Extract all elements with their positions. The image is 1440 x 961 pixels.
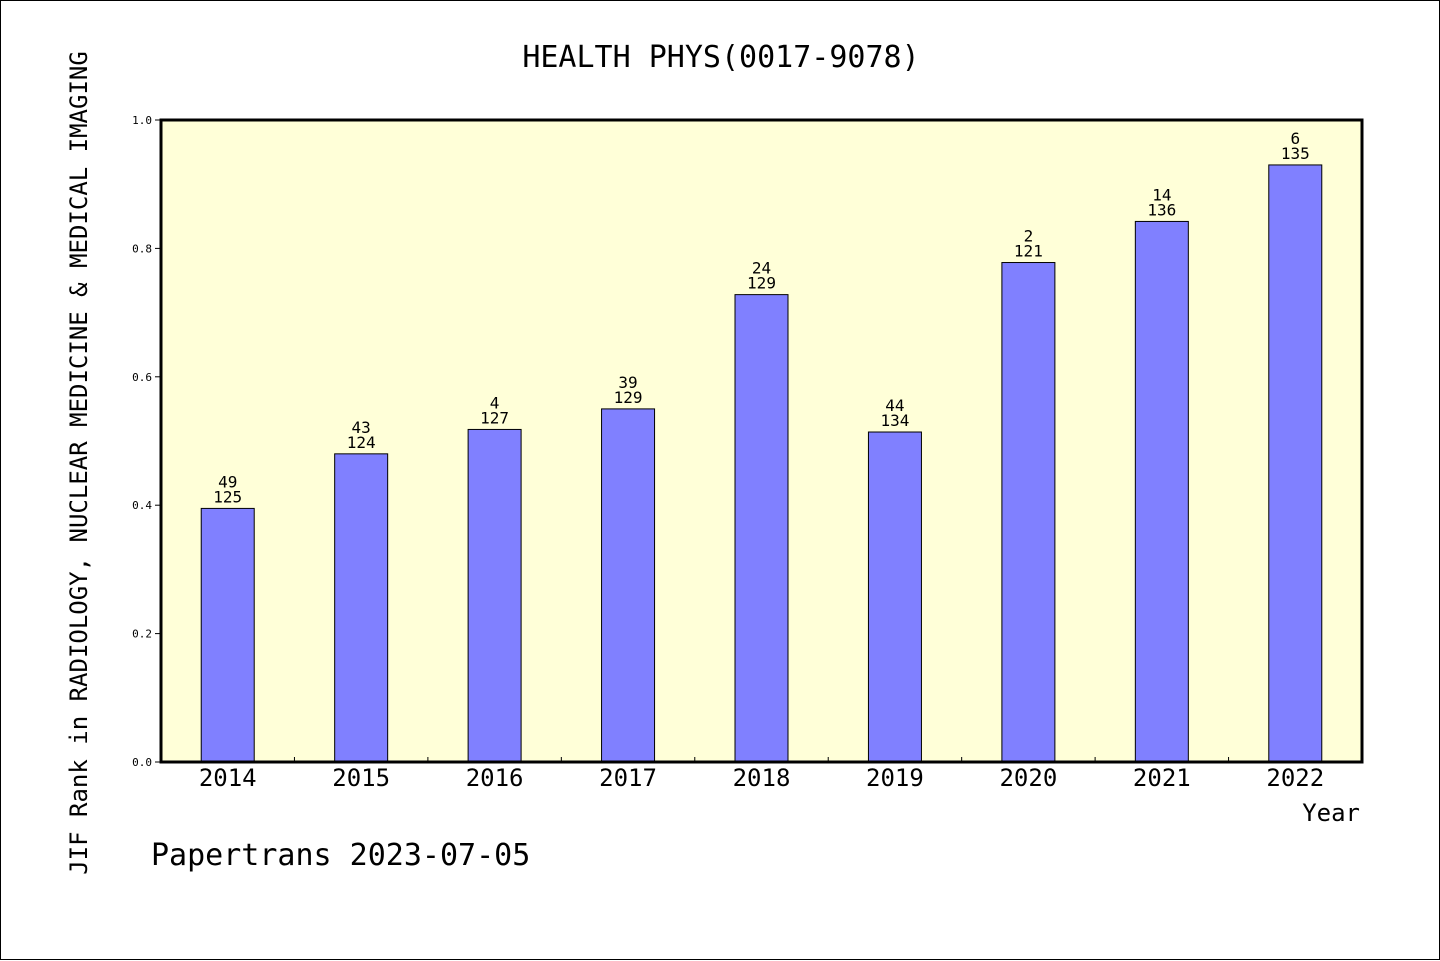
bar-2018 (734, 294, 789, 763)
x-axis: 2014 2015 2016 2017 2018 2019 2020 2021 2022 (199, 757, 1324, 792)
bars-group (200, 164, 1323, 763)
bar-total-label: 121 (1014, 242, 1043, 261)
bar-total-label: 124 (347, 433, 376, 452)
bar-2020 (1001, 262, 1056, 763)
bar-rank-label: 44 (885, 396, 904, 415)
footer-credit: Papertrans 2023-07-05 (151, 838, 530, 873)
bar-total-label: 129 (614, 388, 643, 407)
bar-rank-label: 39 (618, 373, 637, 392)
y-axis-label: JIF Rank in RADIOLOGY, NUCLEAR MEDICINE … (65, 51, 93, 875)
x-tick-label-2019: 2019 (866, 764, 924, 792)
x-tick-label-2016: 2016 (466, 764, 524, 792)
bar-total-label: 136 (1147, 200, 1176, 219)
x-tick-label-2015: 2015 (332, 764, 390, 792)
bar-rank-label: 43 (352, 418, 371, 437)
x-tick-label-2021: 2021 (1133, 764, 1191, 792)
y-axis: 0.0 0.2 0.4 0.6 0.8 1.0 (132, 114, 161, 769)
y-tick-label: 0.0 (132, 756, 152, 769)
bar-rank-label: 6 (1290, 129, 1300, 148)
bar-rank-label: 24 (752, 259, 771, 278)
bar-total-label: 135 (1281, 144, 1310, 163)
bar-rank-label: 49 (218, 472, 237, 491)
plot-border (159, 118, 1364, 764)
x-tick-label-2018: 2018 (733, 764, 791, 792)
bar-2019 (867, 431, 922, 763)
x-tick-label-2022: 2022 (1266, 764, 1324, 792)
x-tick-label-2014: 2014 (199, 764, 257, 792)
x-axis-label: Year (1302, 799, 1360, 827)
chart-title: HEALTH PHYS(0017-9078) (522, 40, 919, 75)
y-tick-label: 0.4 (132, 499, 152, 512)
bar-2016 (467, 428, 522, 763)
bar-2021 (1134, 220, 1189, 763)
y-tick-label: 0.8 (132, 242, 152, 255)
bar-2015 (334, 453, 389, 763)
bar-rank-label: 2 (1024, 227, 1034, 246)
bar-2017 (601, 408, 656, 763)
bar-rank-label: 4 (490, 393, 500, 412)
y-tick-label: 1.0 (132, 114, 152, 127)
y-tick-label: 0.6 (132, 371, 152, 384)
bar-labels-group: 4912543124412739129241294413421211413661… (213, 129, 1309, 506)
bar-total-label: 125 (213, 487, 242, 506)
y-tick-label: 0.2 (132, 628, 152, 641)
bar-2014 (200, 507, 255, 763)
bar-total-label: 129 (747, 274, 776, 293)
bar-2022 (1268, 164, 1323, 763)
x-tick-label-2020: 2020 (999, 764, 1057, 792)
x-tick-label-2017: 2017 (599, 764, 657, 792)
bar-total-label: 134 (880, 411, 909, 430)
bar-total-label: 127 (480, 408, 509, 427)
bar-rank-label: 14 (1152, 185, 1171, 204)
